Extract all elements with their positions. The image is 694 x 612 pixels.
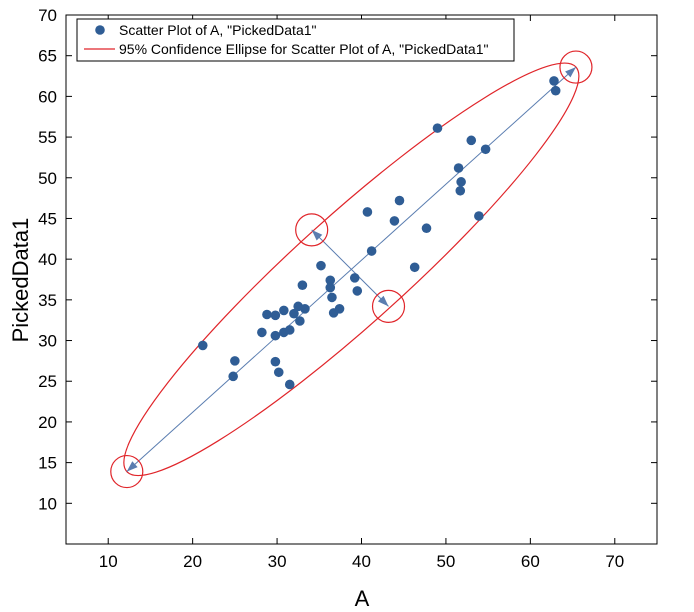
data-point (273, 367, 284, 378)
data-point (550, 85, 561, 96)
major-axis-arrowhead (126, 461, 138, 472)
data-point (389, 216, 400, 226)
data-point (362, 207, 373, 217)
data-point (284, 325, 295, 335)
y-tick-label: 50 (38, 169, 57, 188)
data-point (279, 305, 289, 316)
data-point (262, 309, 272, 320)
ellipse-layer (110, 50, 593, 489)
data-point (352, 286, 363, 296)
y-tick-label: 20 (38, 413, 57, 432)
endpoint-circle (110, 454, 144, 489)
major-axis-arrowhead (565, 67, 576, 78)
x-tick-label: 60 (521, 552, 540, 571)
data-point (284, 379, 295, 390)
data-point (325, 275, 336, 286)
points-layer (197, 76, 561, 390)
endpoint-circle (371, 289, 406, 323)
x-axis-label: A (355, 586, 370, 607)
data-point (289, 308, 299, 319)
data-point (228, 371, 238, 382)
legend-box (76, 18, 515, 62)
y-tick-label: 55 (38, 128, 57, 147)
x-tick-label: 30 (268, 552, 287, 571)
data-point (257, 327, 267, 338)
x-tick-label: 70 (605, 552, 624, 571)
data-point (327, 292, 337, 303)
y-tick-label: 70 (38, 6, 57, 25)
data-point (455, 185, 466, 196)
minor-axis-arrowhead (311, 229, 323, 241)
y-axis-label: PickedData1 (8, 218, 33, 343)
legend-marker-points (95, 25, 105, 35)
data-point (474, 211, 484, 221)
y-tick-label: 60 (38, 87, 57, 106)
data-point (421, 223, 432, 234)
x-tick-label: 10 (99, 552, 118, 571)
legend-label-points: Scatter Plot of A, "PickedData1" (119, 22, 317, 38)
x-tick-label: 50 (436, 552, 455, 571)
data-point (295, 316, 305, 326)
endpoint-circle (295, 213, 329, 247)
y-tick-label: 30 (38, 332, 57, 351)
data-point (334, 303, 345, 314)
y-tick-label: 15 (38, 454, 57, 473)
data-point (300, 303, 310, 314)
data-point (197, 340, 208, 351)
x-tick-label: 20 (183, 552, 202, 571)
legend: Scatter Plot of A, "PickedData1" 95% Con… (76, 18, 515, 62)
data-point (366, 246, 377, 256)
x-tick-label: 40 (352, 552, 371, 571)
data-point (349, 273, 360, 283)
data-point (409, 262, 420, 273)
data-point (549, 76, 559, 86)
data-point (230, 356, 240, 366)
minor-axis-line (311, 229, 389, 307)
data-point (456, 177, 466, 187)
y-tick-label: 45 (38, 209, 57, 228)
data-point (316, 260, 326, 271)
y-tick-label: 10 (38, 494, 57, 513)
y-tick-label: 40 (38, 250, 57, 269)
y-tick-label: 35 (38, 291, 57, 310)
y-tick-label: 65 (38, 47, 57, 66)
data-point (270, 356, 281, 367)
data-point (432, 123, 443, 133)
minor-axis-arrowhead (377, 295, 389, 307)
legend-label-ellipse: 95% Confidence Ellipse for Scatter Plot … (119, 41, 488, 57)
data-point (394, 195, 405, 206)
data-point (325, 282, 336, 293)
data-point (466, 135, 477, 146)
axes-layer: 10 20 30 40 50 60 70 10 15 20 25 30 35 40 45 50 55 60 65 70 (38, 6, 658, 571)
data-point (270, 330, 281, 341)
endpoint-circle (559, 50, 593, 84)
data-point (453, 163, 464, 173)
data-point (270, 310, 281, 321)
data-point (297, 280, 308, 290)
y-tick-label: 25 (38, 372, 57, 391)
data-point (480, 144, 491, 155)
